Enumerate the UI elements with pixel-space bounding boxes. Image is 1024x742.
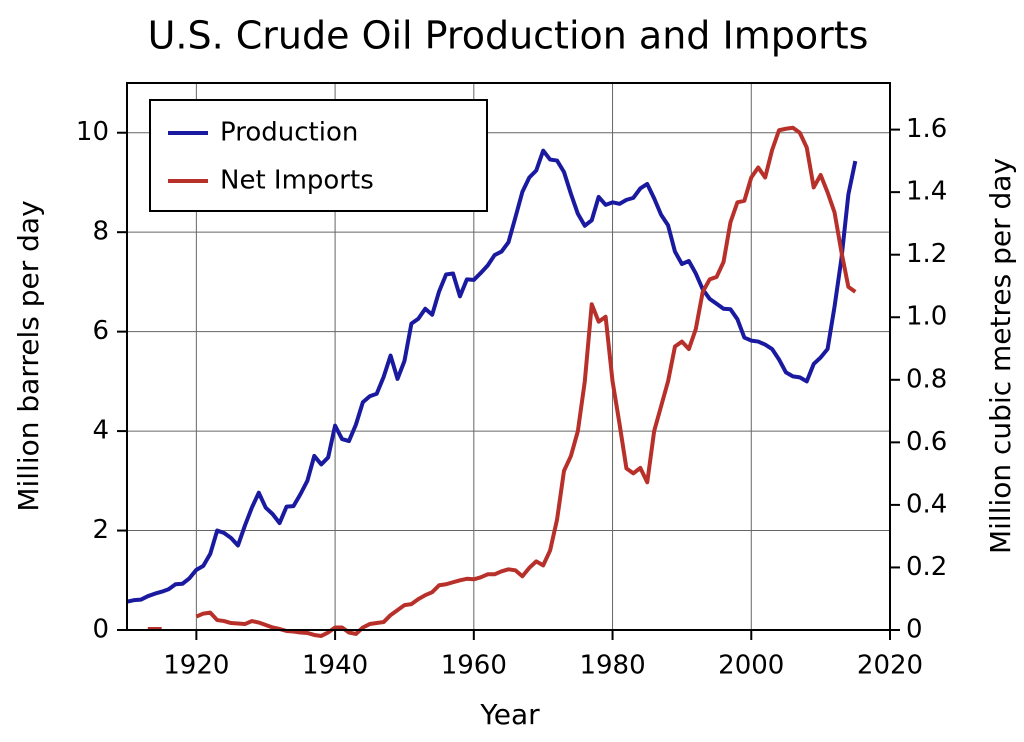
- y-tick-label: 0: [92, 615, 109, 645]
- chart-title: U.S. Crude Oil Production and Imports: [148, 14, 869, 58]
- x-axis-label: Year: [479, 698, 540, 731]
- x-tick-label: 1920: [163, 651, 229, 681]
- y2-tick-label: 0: [906, 615, 923, 645]
- y2-tick-label: 0.2: [906, 552, 947, 582]
- y-tick-label: 8: [92, 217, 109, 247]
- legend-label: Production: [220, 118, 358, 148]
- y2-tick-label: 1.2: [906, 239, 947, 269]
- legend-label: Net Imports: [220, 166, 374, 196]
- x-tick-label: 1940: [302, 651, 368, 681]
- y2-tick-label: 1.6: [906, 114, 947, 144]
- x-tick-label: 2020: [857, 651, 923, 681]
- y2-tick-label: 0.4: [906, 489, 947, 519]
- y-tick-label: 6: [92, 316, 109, 346]
- y2-tick-label: 1.0: [906, 302, 947, 332]
- y2-tick-label: 1.4: [906, 177, 947, 207]
- x-tick-label: 1980: [579, 651, 645, 681]
- y2-tick-label: 0.8: [906, 364, 947, 394]
- series-line: [126, 148, 858, 604]
- y-tick-label: 4: [92, 416, 109, 446]
- y-tick-label: 2: [92, 515, 109, 545]
- y-axis-label: Million barrels per day: [12, 200, 45, 511]
- x-tick-label: 2000: [718, 651, 784, 681]
- plot-frame: [126, 82, 891, 631]
- legend-box: [149, 99, 488, 212]
- y2-tick-label: 0.6: [906, 427, 947, 457]
- y-tick-label: 10: [76, 117, 109, 147]
- x-tick-label: 1960: [441, 651, 507, 681]
- y2-axis-label: Million cubic metres per day: [984, 158, 1017, 554]
